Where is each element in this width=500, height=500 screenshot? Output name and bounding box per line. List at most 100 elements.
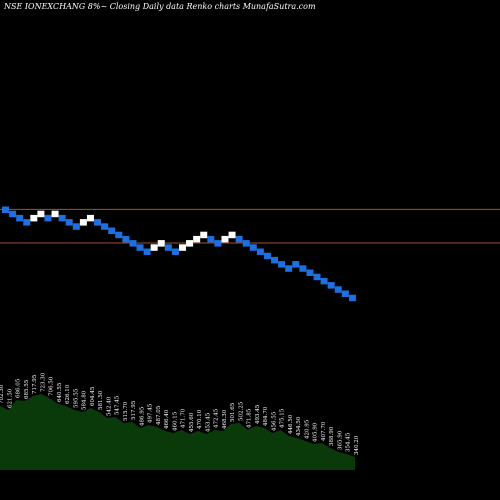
volume-label: 472.45 [214,408,220,428]
brick-down [2,206,9,213]
brick-down [292,261,300,268]
volume-label: 388.90 [329,426,335,446]
brick-down [136,244,144,251]
brick-down [94,219,102,226]
brick-down [65,219,73,226]
volume-label: 365.90 [338,430,344,450]
volume-label: 470.10 [197,409,203,429]
brick-down [108,227,116,234]
volume-label: 595.55 [73,388,79,408]
brick-down [242,240,250,247]
brick-down [348,294,356,302]
volume-label: 515.70 [123,401,129,421]
volume-label: 702.30 [0,384,5,404]
volume-label: 456.55 [271,411,277,431]
brick-down [72,223,80,230]
volume-label: 471.70 [181,408,187,428]
volume-label: 723.30 [40,372,46,392]
volume-label: 354.45 [346,432,352,452]
brick-up [157,240,165,247]
volume-label: 487.05 [156,405,162,425]
brick-down [306,269,314,276]
brick-down [313,273,321,281]
volume-label: 475.15 [280,408,286,428]
brick-down [9,210,17,218]
brick-down [299,265,307,272]
brick-down [58,214,66,222]
volume-label: 434.50 [296,416,302,436]
brick-down [129,240,137,247]
brick-up [37,210,45,218]
brick-down [115,231,123,239]
brick-down [249,244,257,251]
brick-up [179,244,186,251]
chart-title: NSE IONEXCHANG 8%~ Closing Daily data Re… [3,2,316,11]
volume-label: 340.20 [354,435,360,455]
brick-up [228,231,236,239]
volume-label: 685.55 [24,379,30,399]
brick-up [79,219,87,226]
brick-down [16,214,24,222]
volume-label: 517.95 [131,400,137,420]
volume-label: 405.90 [313,422,319,442]
brick-down [235,235,243,243]
brick-up [86,214,94,222]
brick-down [327,282,335,289]
volume-label: 706.50 [49,376,55,396]
brick-up [200,231,208,239]
brick-down [263,252,271,260]
brick-down [171,248,179,255]
brick-up [221,235,229,243]
volume-label: 407.70 [321,421,327,441]
brick-down [334,286,342,293]
brick-down [23,219,31,226]
brick-up [150,244,158,251]
brick-down [101,223,109,230]
brick-down [256,248,264,255]
brick-down [44,214,52,222]
volume-label: 547.45 [115,395,121,415]
brick-down [278,261,286,268]
volume-label: 502.25 [238,401,244,421]
volume-label: 460.15 [172,411,178,431]
volume-label: 486.95 [139,406,145,426]
brick-down [320,277,328,285]
brick-down [271,256,279,264]
brick-down [122,235,130,243]
volume-label: 468.30 [222,409,228,429]
volume-label: 466.40 [164,409,170,429]
volume-label: 501.65 [230,402,236,422]
volume-label: 640.55 [57,382,63,402]
volume-label: 604.45 [90,386,96,406]
volume-label: 420.95 [305,419,311,439]
brick-down [164,244,172,251]
volume-label: 455.60 [189,412,195,432]
brick-up [30,214,38,222]
volume-label: 581.50 [98,390,104,410]
volume-label: 626.10 [65,384,71,404]
volume-label: 686.05 [16,378,22,398]
brick-down [143,248,151,255]
brick-down [341,290,349,297]
brick-up [186,240,194,247]
reference-lines [0,208,500,244]
brick-down [207,235,215,243]
volume-label: 717.95 [32,374,38,394]
brick-down [285,265,293,272]
volume-label: 497.45 [148,403,154,423]
brick-up [51,210,59,218]
volume-label: 446.50 [288,414,294,434]
brick-down [214,240,222,247]
volume-label: 542.40 [106,396,112,416]
volume-label: 493.45 [255,404,261,424]
volume-label: 621.50 [7,388,13,408]
volume-label: 453.45 [205,412,211,432]
volume-label: 484.70 [263,406,269,426]
volume-label: 584.80 [82,390,88,410]
volume-label: 471.85 [247,408,253,428]
volume-area-path [0,394,355,470]
renko-bricks [2,206,356,302]
brick-up [193,235,201,243]
